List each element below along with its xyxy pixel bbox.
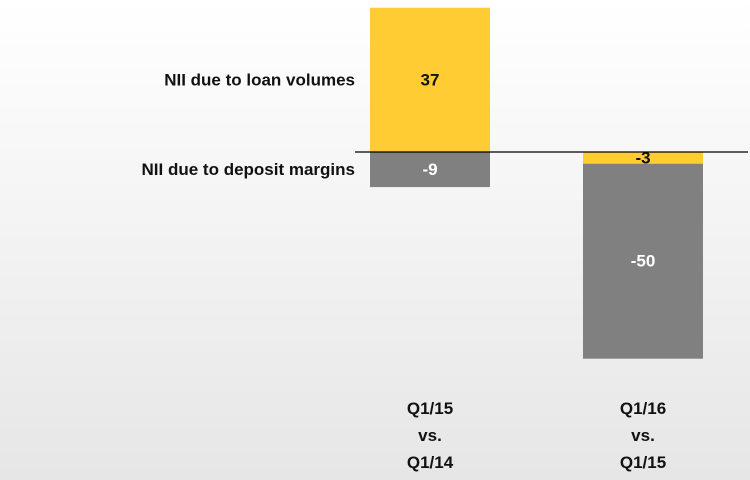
legend-label: NII due to deposit margins <box>142 160 355 179</box>
data-label: -9 <box>422 160 437 179</box>
data-label: 37 <box>421 70 440 89</box>
bar-segment <box>370 7 490 153</box>
data-label: -3 <box>635 148 650 167</box>
bar-segment <box>370 152 490 188</box>
bar-segment <box>583 163 703 359</box>
data-label: -50 <box>631 252 656 271</box>
bar-segment <box>583 152 703 164</box>
category-label: Q1/16 vs. Q1/15 <box>619 399 667 472</box>
category-label: Q1/15 vs. Q1/14 <box>406 399 454 472</box>
legend-label: NII due to loan volumes <box>164 70 355 89</box>
